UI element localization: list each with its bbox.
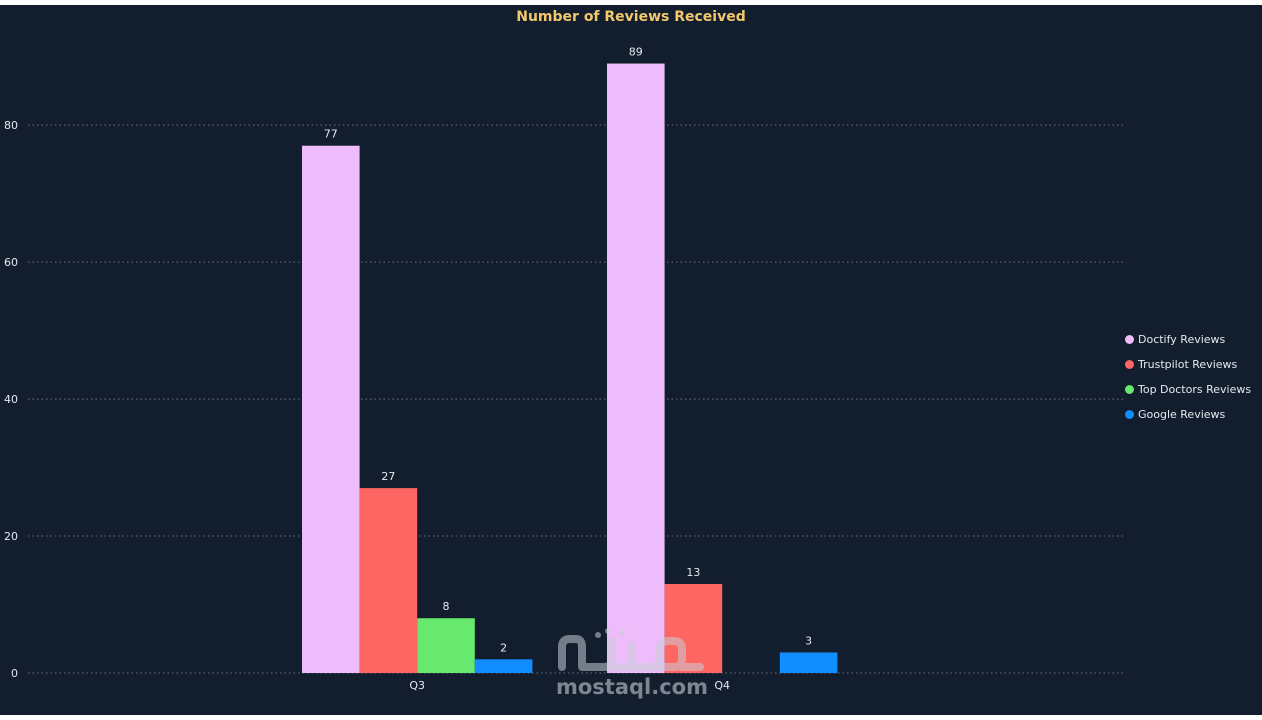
bar xyxy=(417,618,475,673)
y-tick-label: 20 xyxy=(4,530,18,543)
data-label: 77 xyxy=(324,128,338,141)
data-label: 13 xyxy=(686,566,700,579)
watermark: mostaql.com xyxy=(552,627,712,709)
chart-title: Number of Reviews Received xyxy=(516,9,746,25)
y-tick-label: 80 xyxy=(4,119,18,132)
legend-swatch-trustpilot xyxy=(1125,360,1134,369)
x-tick-label: Q4 xyxy=(714,679,730,692)
y-tick-label: 60 xyxy=(4,256,18,269)
bar xyxy=(474,659,533,673)
legend-item-top-doctors[interactable]: Top Doctors Reviews xyxy=(1125,377,1260,402)
data-label: 8 xyxy=(443,600,450,613)
legend-item-trustpilot[interactable]: Trustpilot Reviews xyxy=(1125,352,1260,377)
watermark-logo-icon xyxy=(558,628,704,671)
bar xyxy=(302,145,360,673)
legend-label-doctify: Doctify Reviews xyxy=(1138,333,1226,346)
data-label: 27 xyxy=(381,470,395,483)
bar xyxy=(779,652,838,673)
watermark-text: mostaql.com xyxy=(556,675,708,699)
data-label: 89 xyxy=(629,46,643,59)
legend-label-trustpilot: Trustpilot Reviews xyxy=(1138,358,1238,371)
bar xyxy=(607,63,665,674)
legend-swatch-doctify xyxy=(1125,335,1134,344)
legend-item-doctify[interactable]: Doctify Reviews xyxy=(1125,327,1260,352)
bar-chart: 0 20 40 60 80 77 27 8 2 Q3 89 13 3 Q4 xyxy=(4,46,1124,692)
data-label: 3 xyxy=(805,634,812,647)
legend: Doctify Reviews Trustpilot Reviews Top D… xyxy=(1125,327,1260,427)
legend-label-google: Google Reviews xyxy=(1138,408,1226,421)
y-tick-label: 0 xyxy=(11,667,18,680)
x-tick-label: Q3 xyxy=(409,679,425,692)
bar xyxy=(359,488,418,673)
bar xyxy=(664,583,723,673)
data-label: 2 xyxy=(500,641,507,654)
y-tick-label: 40 xyxy=(4,393,18,406)
legend-swatch-top-doctors xyxy=(1125,385,1134,394)
legend-item-google[interactable]: Google Reviews xyxy=(1125,402,1260,427)
legend-swatch-google xyxy=(1125,410,1134,419)
chart-panel: Number of Reviews Received 0 20 40 60 80 77 27… xyxy=(0,5,1262,715)
legend-label-top-doctors: Top Doctors Reviews xyxy=(1138,383,1252,396)
